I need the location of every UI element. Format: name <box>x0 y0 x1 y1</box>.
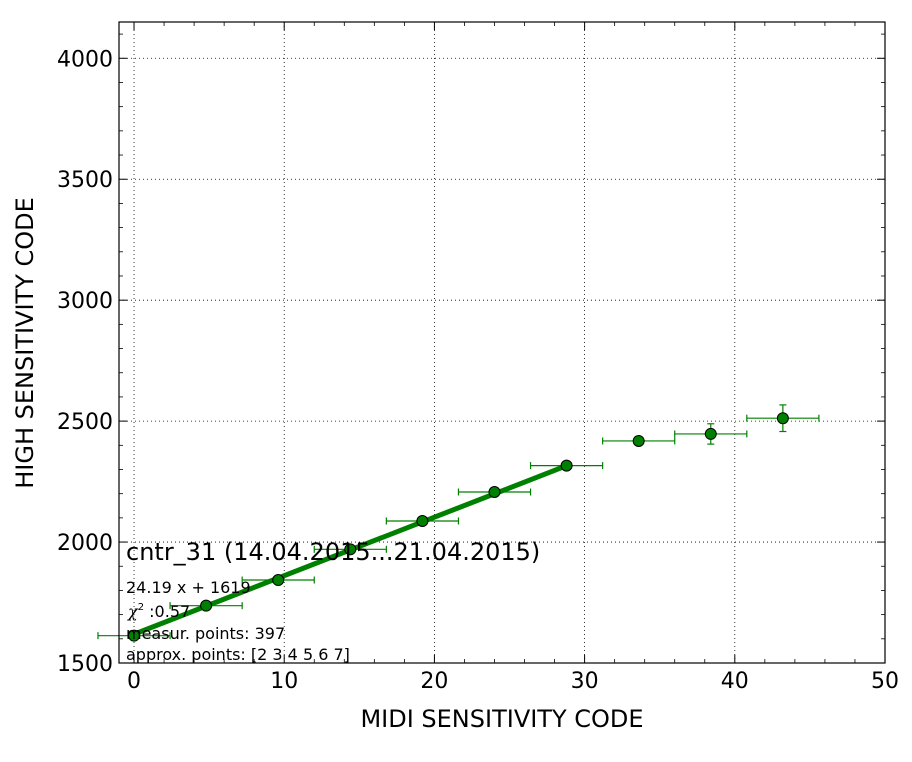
data-point <box>560 459 573 472</box>
data-point <box>632 434 645 447</box>
data-point <box>416 515 429 528</box>
x-tick-label: 50 <box>871 669 899 694</box>
data-point <box>272 574 285 587</box>
data-point <box>344 543 357 556</box>
annotation-fit: 24.19 x + 1619 <box>126 578 251 597</box>
chi2-symbol: χ <box>127 602 139 621</box>
annotation-title: cntr_31 (14.04.2015...21.04.2015) <box>126 538 540 566</box>
data-point <box>200 599 213 612</box>
data-point <box>776 412 789 425</box>
grid <box>119 22 885 663</box>
data-point <box>488 485 501 498</box>
x-tick-label: 10 <box>270 669 298 694</box>
y-tick-label: 2000 <box>57 531 113 556</box>
y-tick-label: 1500 <box>57 652 113 677</box>
x-tick-label: 30 <box>571 669 599 694</box>
x-axis-label: MIDI SENSITIVITY CODE <box>360 705 643 733</box>
chi2-value: :0.57 <box>144 602 190 621</box>
chi2-superscript: 2 <box>138 602 144 613</box>
x-tick-label: 40 <box>721 669 749 694</box>
annotation-measur: measur. points: 397 <box>126 624 285 643</box>
y-tick-label: 3500 <box>57 168 113 193</box>
y-tick-label: 3000 <box>57 289 113 314</box>
plot-background <box>119 22 885 663</box>
y-tick-label: 4000 <box>57 47 113 72</box>
tick-labels: 0 10 20 30 40 50 1500 2000 2500 3000 3500 4000 <box>57 47 899 694</box>
data-point <box>128 629 141 642</box>
data-points <box>128 412 789 642</box>
annotation-chi2: χ2 :0.57 <box>127 602 190 621</box>
plot-frame <box>118 21 886 664</box>
y-tick-label: 2500 <box>57 410 113 435</box>
data-point <box>704 427 717 440</box>
annotation-approx: approx. points: [2 3 4 5 6 7] <box>126 645 350 664</box>
x-tick-label: 0 <box>127 669 141 694</box>
x-tick-label: 20 <box>420 669 448 694</box>
y-axis-label: HIGH SENSITIVITY CODE <box>11 197 39 489</box>
